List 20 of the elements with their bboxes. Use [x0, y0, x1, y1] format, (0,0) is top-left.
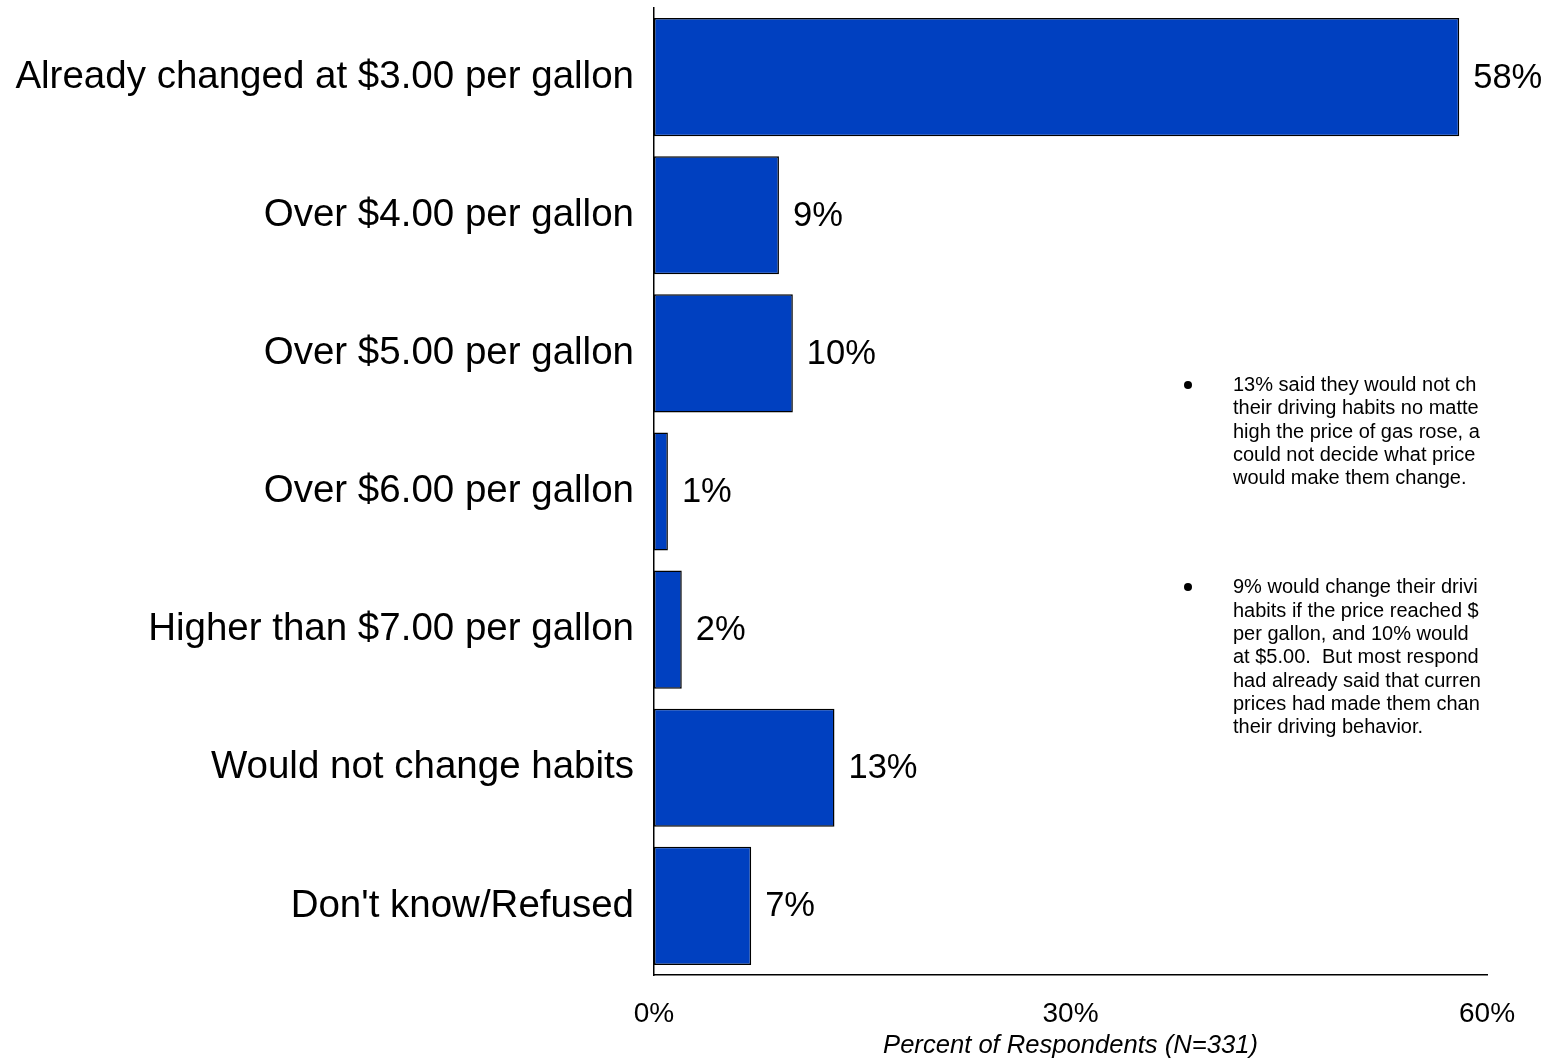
y-tick-label: Over $6.00 per gallon — [263, 467, 634, 511]
annotation: 9% would change their drivi habits if the price reached $ per gallon, and 10% would at $5.00. But most respond had already said that curren prices had made them chan their driving behavior. — [1233, 575, 1481, 739]
x-tick-label: 60% — [1458, 996, 1516, 1028]
x-tick-label: 30% — [1042, 996, 1099, 1028]
y-tick-label: Don't know/Refused — [290, 881, 634, 925]
y-tick-label: Would not change habits — [210, 743, 634, 787]
y-tick-label: Higher than $7.00 per gallon — [148, 605, 634, 649]
y-tick-label: Already changed at $3.00 per gallon — [15, 52, 634, 96]
data-label: 10% — [806, 332, 876, 371]
x-axis-title: Percent of Respondents (N=331) — [883, 1029, 1258, 1058]
data-label: 9% — [792, 194, 843, 233]
data-label: 13% — [848, 747, 918, 786]
data-label: 7% — [765, 885, 816, 924]
data-label: 58% — [1473, 56, 1543, 95]
data-label: 2% — [695, 609, 746, 648]
y-tick-label: Over $4.00 per gallon — [263, 190, 634, 234]
y-tick-label: Over $5.00 per gallon — [263, 328, 634, 372]
annotation: 13% said they would not ch their driving habits no matte high the price of gas rose, a could not decide what price would make them change. — [1233, 373, 1481, 490]
data-label: 1% — [681, 471, 732, 510]
x-tick-label: 0% — [633, 996, 675, 1028]
